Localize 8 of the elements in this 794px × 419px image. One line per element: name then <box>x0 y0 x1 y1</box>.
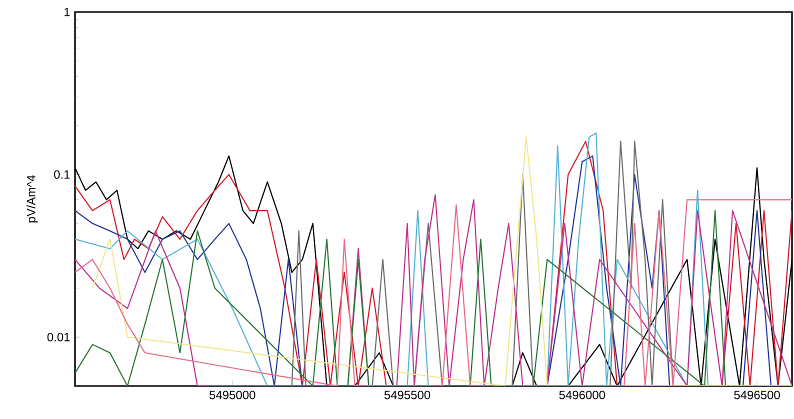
y-tick-label: 0.1 <box>54 170 70 179</box>
x-tick-label: 5496000 <box>559 390 606 400</box>
x-tick-label: 5495500 <box>384 390 430 400</box>
y-axis-title: pV/Am^4 <box>26 175 38 222</box>
x-tick-label: 5495000 <box>210 390 256 400</box>
y-tick-label: 1 <box>64 8 70 16</box>
y-tick-label: 0.01 <box>47 332 70 342</box>
x-tick-label: 5496500 <box>734 390 780 400</box>
